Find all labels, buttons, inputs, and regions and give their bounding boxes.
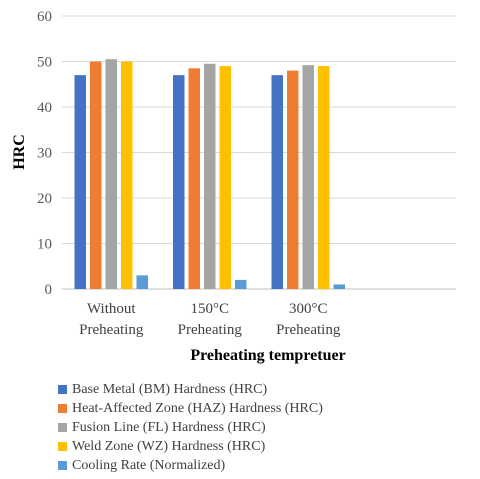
legend-item: Weld Zone (WZ) Hardness (HRC) [58,437,323,456]
bar [302,65,314,289]
legend-label: Heat-Affected Zone (HAZ) Hardness (HRC) [72,400,323,416]
y-tick-label: 30 [37,146,52,162]
legend-swatch [58,385,67,394]
legend-item: Base Metal (BM) Hardness (HRC) [58,380,323,399]
y-tick-label: 10 [37,237,52,253]
bar [136,275,148,289]
bar [204,63,216,290]
bar [219,66,231,289]
y-tick-labels: 0 10 20 30 40 50 60 [37,9,52,298]
x-category-label: 300°C [289,301,328,317]
bar [173,75,185,290]
legend-item: Heat-Affected Zone (HAZ) Hardness (HRC) [58,399,323,418]
legend: Base Metal (BM) Hardness (HRC) Heat-Affe… [58,380,323,475]
x-category-labels: Without Preheating 150°C Preheating 300°C Pre… [79,301,341,338]
legend-label: Cooling Rate (Normalized) [72,457,226,473]
x-axis-title: Preheating tempretuer [190,347,345,364]
legend-label: Weld Zone (WZ) Hardness (HRC) [72,438,266,454]
bar [333,284,345,289]
bar [90,61,102,289]
y-tick-label: 20 [37,191,52,207]
y-tick-label: 40 [37,100,52,116]
bar [235,279,247,289]
bar [188,68,200,289]
x-category-label: Preheating [178,322,243,338]
legend-item: Cooling Rate (Normalized) [58,456,323,475]
y-tick-label: 60 [37,9,52,25]
bar [121,61,133,289]
y-tick-label: 0 [45,282,53,298]
bar [271,75,283,290]
x-category-label: Without [87,301,136,317]
x-category-label: 150°C [190,301,229,317]
bar [105,59,117,289]
bars [74,59,345,290]
legend-label: Fusion Line (FL) Hardness (HRC) [72,419,266,435]
y-axis-title: HRC [11,134,28,170]
legend-item: Fusion Line (FL) Hardness (HRC) [58,418,323,437]
legend-label: Base Metal (BM) Hardness (HRC) [72,381,268,397]
legend-swatch [58,423,67,432]
legend-swatch [58,404,67,413]
x-category-label: Preheating [276,322,341,338]
bar [287,70,299,289]
bar [318,66,330,289]
legend-swatch [58,442,67,451]
y-tick-label: 50 [37,55,52,71]
bar [74,75,86,290]
x-category-label: Preheating [79,322,144,338]
legend-swatch [58,461,67,470]
